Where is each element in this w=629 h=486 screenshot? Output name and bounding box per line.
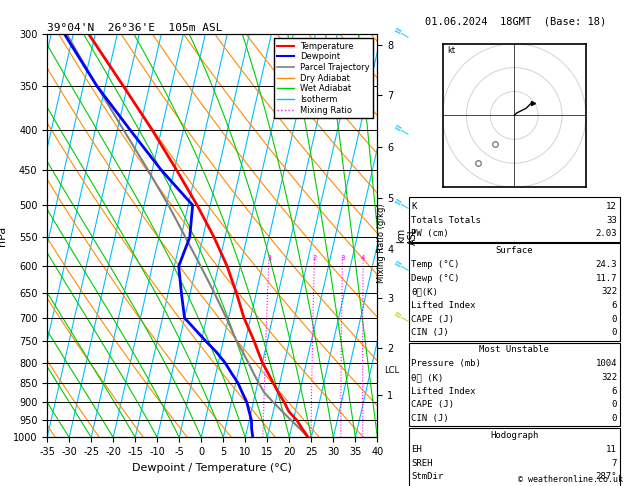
Text: 11.7: 11.7 bbox=[596, 274, 617, 283]
Text: Lifted Index: Lifted Index bbox=[411, 301, 476, 310]
Text: 33: 33 bbox=[606, 215, 617, 225]
Text: 3: 3 bbox=[340, 255, 345, 261]
Text: ≡—: ≡— bbox=[391, 196, 412, 214]
Text: PW (cm): PW (cm) bbox=[411, 229, 449, 238]
Legend: Temperature, Dewpoint, Parcel Trajectory, Dry Adiabat, Wet Adiabat, Isotherm, Mi: Temperature, Dewpoint, Parcel Trajectory… bbox=[274, 38, 373, 118]
Text: ≡—: ≡— bbox=[391, 309, 412, 327]
Text: θᴇ(K): θᴇ(K) bbox=[411, 287, 438, 296]
Text: ≡—: ≡— bbox=[391, 122, 412, 139]
Text: 322: 322 bbox=[601, 287, 617, 296]
Text: Most Unstable: Most Unstable bbox=[479, 345, 549, 354]
Text: Pressure (mb): Pressure (mb) bbox=[411, 359, 481, 368]
Text: ≡—: ≡— bbox=[391, 25, 412, 43]
Text: 4: 4 bbox=[361, 255, 365, 261]
Y-axis label: hPa: hPa bbox=[0, 226, 8, 246]
Text: Temp (°C): Temp (°C) bbox=[411, 260, 460, 269]
Y-axis label: km
ASL: km ASL bbox=[396, 226, 418, 245]
Text: 287°: 287° bbox=[596, 472, 617, 481]
Text: ≡—: ≡— bbox=[391, 258, 412, 275]
Text: 01.06.2024  18GMT  (Base: 18): 01.06.2024 18GMT (Base: 18) bbox=[425, 16, 606, 26]
Text: CAPE (J): CAPE (J) bbox=[411, 314, 454, 324]
Text: 0: 0 bbox=[611, 414, 617, 423]
Text: Hodograph: Hodograph bbox=[490, 431, 538, 440]
Text: 322: 322 bbox=[601, 373, 617, 382]
Text: EH: EH bbox=[411, 445, 422, 454]
Text: 39°04'N  26°36'E  105m ASL: 39°04'N 26°36'E 105m ASL bbox=[47, 23, 223, 33]
Text: Totals Totals: Totals Totals bbox=[411, 215, 481, 225]
Text: 11: 11 bbox=[606, 445, 617, 454]
Text: Mixing Ratio (g/kg): Mixing Ratio (g/kg) bbox=[377, 203, 386, 283]
Text: kt: kt bbox=[447, 46, 455, 55]
Text: 2.03: 2.03 bbox=[596, 229, 617, 238]
Text: K: K bbox=[411, 202, 417, 211]
Text: CIN (J): CIN (J) bbox=[411, 414, 449, 423]
Text: 24.3: 24.3 bbox=[596, 260, 617, 269]
Text: CIN (J): CIN (J) bbox=[411, 328, 449, 337]
Text: θᴇ (K): θᴇ (K) bbox=[411, 373, 443, 382]
X-axis label: Dewpoint / Temperature (°C): Dewpoint / Temperature (°C) bbox=[132, 463, 292, 473]
Text: StmDir: StmDir bbox=[411, 472, 443, 481]
Text: 12: 12 bbox=[606, 202, 617, 211]
Text: 1004: 1004 bbox=[596, 359, 617, 368]
Text: Lifted Index: Lifted Index bbox=[411, 386, 476, 396]
Text: 1: 1 bbox=[267, 255, 271, 261]
Text: 0: 0 bbox=[611, 314, 617, 324]
Text: CAPE (J): CAPE (J) bbox=[411, 400, 454, 409]
Text: LCL: LCL bbox=[384, 366, 399, 375]
Text: Surface: Surface bbox=[496, 246, 533, 255]
Text: 6: 6 bbox=[611, 301, 617, 310]
Text: Dewp (°C): Dewp (°C) bbox=[411, 274, 460, 283]
Text: 0: 0 bbox=[611, 328, 617, 337]
Text: 2: 2 bbox=[312, 255, 316, 261]
Text: SREH: SREH bbox=[411, 458, 433, 468]
Text: 7: 7 bbox=[611, 458, 617, 468]
Text: 6: 6 bbox=[611, 386, 617, 396]
Text: 0: 0 bbox=[611, 400, 617, 409]
Text: © weatheronline.co.uk: © weatheronline.co.uk bbox=[518, 474, 623, 484]
